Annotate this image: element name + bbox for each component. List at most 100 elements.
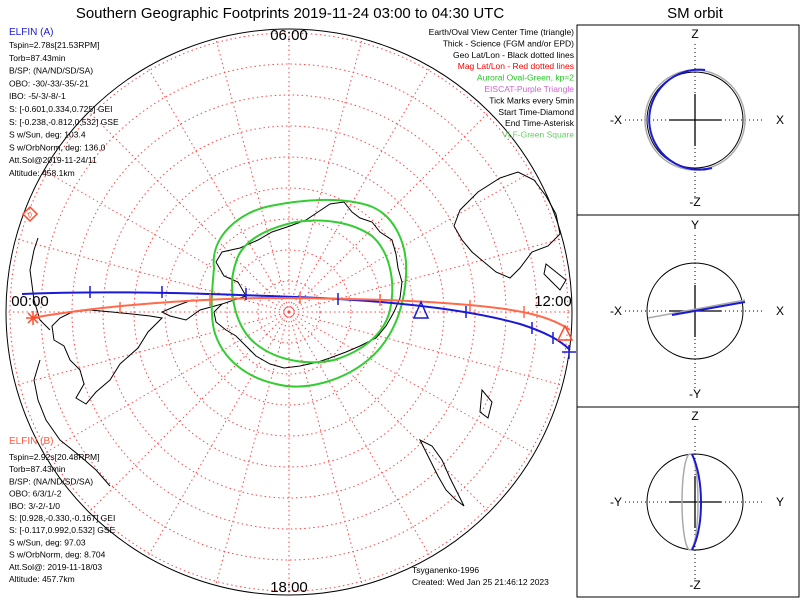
end-asterisk-a bbox=[562, 345, 576, 359]
coastlines bbox=[29, 171, 567, 507]
madagascar-coast bbox=[479, 388, 493, 419]
south-america-mainland bbox=[29, 237, 51, 331]
info-line: Tspin=2.92s[20.48RPM] bbox=[9, 452, 99, 462]
africa-coast bbox=[33, 359, 111, 487]
clock-label-bottom: 18:00 bbox=[270, 579, 308, 596]
axis-label-left: -X bbox=[610, 304, 622, 318]
footer-created: Created: Wed Jan 25 21:46:12 2023 bbox=[412, 577, 549, 587]
mag-lon-line bbox=[210, 311, 290, 595]
legend: Earth/Oval View Center Time (triangle)Th… bbox=[429, 27, 575, 140]
legend-entry: Geo Lat/Lon - Black dotted lines bbox=[453, 50, 574, 60]
legend-entry: Start Time-Diamond bbox=[498, 107, 574, 117]
mag-lon-line bbox=[288, 311, 572, 391]
mag-lon-line bbox=[288, 311, 550, 463]
info-line: B/SP: (NA/ND/SD/SA) bbox=[9, 476, 93, 486]
legend-entry: EISCAT-Purple Triangle bbox=[484, 84, 574, 94]
earth-circle bbox=[646, 71, 744, 169]
sm-orbit-panels: Z -Z -X X Y -Y -X X Z -Z -Y Y bbox=[576, 24, 800, 598]
mag-lon-line bbox=[288, 311, 502, 525]
clock-label-right: 12:00 bbox=[534, 293, 572, 310]
legend-entry: Mag Lat/Lon - Red dotted lines bbox=[458, 61, 574, 71]
end-asterisk-b bbox=[26, 311, 40, 325]
south-africa-coast bbox=[418, 438, 465, 507]
info-line: S w/Sun, deg: 103.4 bbox=[9, 130, 86, 140]
info-line: OBO: 6/3/1/-2 bbox=[9, 489, 62, 499]
elfin-a-info: ELFIN (A) Tspin=2.78s[21.53RPM] Torb=87.4… bbox=[9, 27, 119, 178]
axis-label-top: Y bbox=[691, 218, 699, 232]
legend-entry: Auroral Oval-Green, kp=2 bbox=[477, 73, 574, 83]
footprint-tracks: ◊ bbox=[21, 205, 576, 359]
south-america-coast bbox=[51, 309, 164, 405]
mag-lat-circle bbox=[164, 187, 414, 437]
mag-lon-line bbox=[288, 51, 440, 313]
footer-model: Tsyganenko-1996 bbox=[412, 565, 479, 575]
axis-label-left: -X bbox=[610, 113, 622, 127]
antarctica-coast bbox=[213, 201, 403, 369]
info-line: S: [-0.238,-0.812,0.532] GSE bbox=[9, 117, 119, 127]
info-line: S: [-0.601,0.334,0.725] GEI bbox=[9, 104, 113, 114]
info-line: B/SP: (NA/ND/SD/SA) bbox=[9, 66, 93, 76]
new-zealand-coast bbox=[543, 263, 567, 291]
axis-label-right: Y bbox=[776, 495, 784, 509]
axis-label-bottom: -Z bbox=[689, 195, 700, 209]
axis-label-bottom: -Z bbox=[689, 578, 700, 592]
mag-lat-circle bbox=[133, 156, 445, 468]
info-line: Att.Sol@2019-11-24/11 bbox=[9, 155, 97, 165]
elfin-b-info: ELFIN (B) Tspin=2.92s[20.48RPM] Torb=87.4… bbox=[9, 436, 115, 584]
orbit-a-trace bbox=[648, 68, 713, 171]
mag-lon-line bbox=[28, 161, 290, 313]
info-line: IBO: 3/-2/-1/0 bbox=[9, 501, 60, 511]
elfin-a-lines: Tspin=2.78s[21.53RPM] Torb=87.43min B/SP: … bbox=[9, 40, 119, 178]
info-line: S w/Sun, deg: 97.03 bbox=[9, 537, 86, 547]
axis-label-top: Z bbox=[691, 409, 698, 423]
mag-lat-circle bbox=[257, 280, 321, 344]
elfin-b-ticks bbox=[119, 292, 525, 318]
info-line: Altitude: 458.1km bbox=[9, 168, 75, 178]
orbit-tracks-panel-2 bbox=[647, 299, 746, 319]
elfin-a-ticks bbox=[89, 286, 554, 344]
info-line: S w/OrbNorm, deg: 136.0 bbox=[9, 142, 106, 152]
orbit-tracks-panel-3 bbox=[681, 453, 702, 551]
orbit-a-trace bbox=[691, 453, 702, 551]
orbit-tracks-panel-1 bbox=[644, 68, 746, 171]
auroral-oval-outer bbox=[210, 198, 408, 388]
axis-label-bottom: -Y bbox=[689, 387, 701, 401]
australia-coast bbox=[453, 171, 561, 279]
legend-entry: Thick - Science (FGM and/or EPD) bbox=[443, 38, 574, 48]
info-line: S: [-0.117,0.992,0.532] GSE bbox=[9, 525, 115, 535]
clock-label-left: 00:00 bbox=[11, 293, 49, 310]
mag-lon-line bbox=[138, 51, 290, 313]
clock-label-top: 06:00 bbox=[270, 27, 308, 44]
mag-lon-line bbox=[288, 311, 440, 573]
mag-lat-circle bbox=[226, 249, 352, 375]
mag-lon-line bbox=[288, 29, 368, 313]
orbit-b-trace bbox=[681, 453, 699, 551]
mag-lon-line bbox=[138, 311, 290, 573]
info-line: S: [0.928,-0.330,-0.167] GEI bbox=[9, 513, 115, 523]
start-diamond-symbol: ◊ bbox=[28, 210, 33, 220]
info-line: Torb=87.43min bbox=[9, 53, 66, 63]
info-line: Torb=87.43min bbox=[9, 464, 66, 474]
polar-map: ◊ 06:00 00:00 12:00 18:00 bbox=[5, 27, 576, 596]
orbit-a-trace bbox=[671, 301, 746, 316]
earth-circle bbox=[646, 453, 744, 551]
legend-entry: VLF-Green Square bbox=[502, 130, 574, 140]
elfin-a-track bbox=[21, 291, 571, 351]
mag-lat-circle bbox=[195, 218, 383, 406]
legend-entry: Tick Marks every 5min bbox=[489, 95, 574, 105]
mag-lon-line bbox=[76, 99, 290, 313]
mag-lon-line bbox=[288, 311, 368, 595]
mag-lon-line bbox=[28, 311, 290, 463]
info-line: Att.Sol@: 2019-11-18/03 bbox=[9, 562, 102, 572]
legend-entry: End Time-Asterisk bbox=[505, 118, 575, 128]
view-center-triangle bbox=[412, 300, 430, 319]
elfin-b-lines: Tspin=2.92s[20.48RPM] Torb=87.43min B/SP: … bbox=[9, 452, 115, 584]
earth-circle bbox=[646, 262, 744, 360]
info-line: Altitude: 457.7km bbox=[9, 574, 75, 584]
elfin-b-track bbox=[31, 296, 571, 331]
mag-lon-line bbox=[210, 29, 290, 313]
mag-lon-line bbox=[288, 161, 550, 313]
elfin-b-name: ELFIN (B) bbox=[9, 436, 53, 447]
info-line: S w/OrbNorm, deg: 8.704 bbox=[9, 550, 106, 560]
